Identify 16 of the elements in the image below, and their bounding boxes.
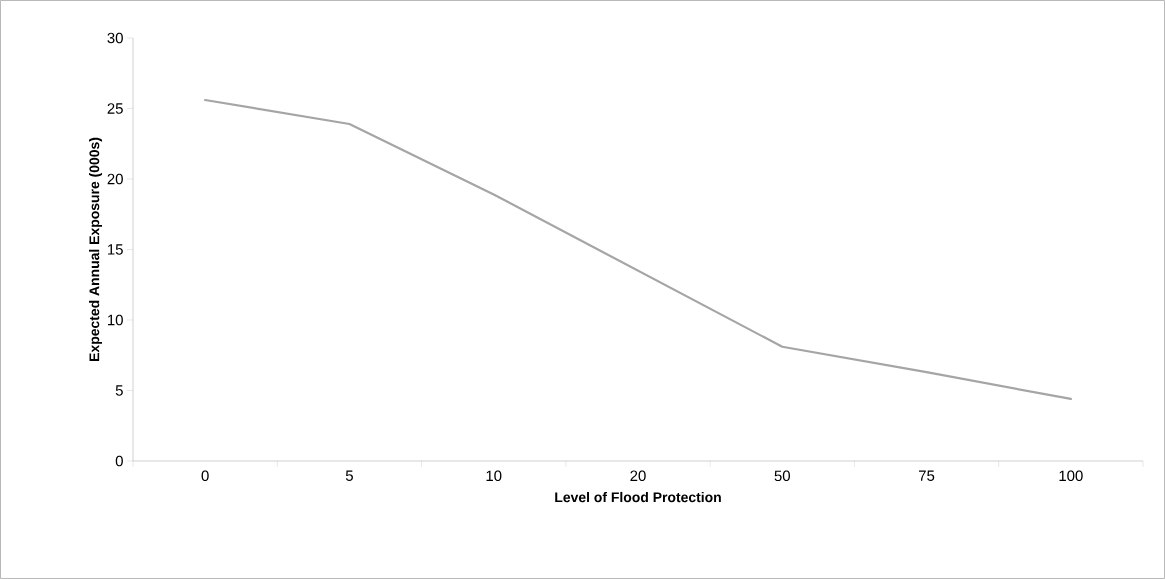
x-tick-label: 50 <box>774 470 790 482</box>
y-tick-label: 25 <box>107 103 123 114</box>
x-tick-label: 10 <box>486 470 502 482</box>
y-tick-label: 0 <box>115 455 123 467</box>
x-tick-label: 100 <box>1059 470 1083 482</box>
x-tick-label: 75 <box>919 470 935 481</box>
y-tick-label: 10 <box>108 314 123 326</box>
x-tick-label: 20 <box>630 470 646 482</box>
x-tick-label: 5 <box>345 470 353 481</box>
x-axis-title: Level of Flood Protection <box>555 491 721 503</box>
y-axis-title: Expected Annual Exposure (000s) <box>89 137 103 361</box>
y-tick-label: 20 <box>107 173 123 185</box>
y-tick-label: 5 <box>115 385 123 396</box>
x-tick-label: 0 <box>201 470 209 482</box>
y-tick-label: 15 <box>108 244 123 255</box>
y-tick-label: 30 <box>107 32 123 44</box>
